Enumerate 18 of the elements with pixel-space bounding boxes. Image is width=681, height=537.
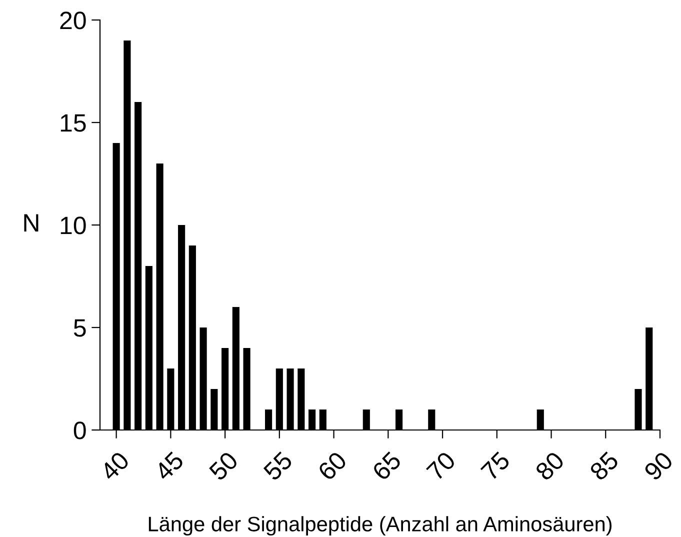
y-tick-label: 20	[60, 12, 86, 30]
y-tick-label: 10	[60, 216, 86, 234]
x-tick-label: 75	[480, 450, 511, 482]
x-tick-label: 55	[262, 450, 294, 482]
x-tick-label: 70	[426, 450, 456, 482]
x-tick-label: 85	[588, 450, 620, 482]
x-axis-title: Länge der Signalpeptide (Anzahl an Aminosäuren)	[148, 516, 612, 536]
x-tick-label: 40	[99, 450, 130, 482]
x-tick-label: 80	[534, 450, 566, 482]
x-tick-label: 45	[154, 450, 185, 482]
y-tick-label: 0	[74, 422, 86, 440]
x-tick-label: 65	[371, 450, 402, 482]
x-tick-label: 50	[208, 450, 239, 482]
y-tick-label: 15	[60, 114, 86, 132]
x-tick-label: 60	[317, 450, 348, 482]
y-tick-label: 5	[74, 319, 86, 337]
y-axis-title: N	[24, 214, 38, 232]
x-tick-label: 90	[643, 450, 674, 482]
